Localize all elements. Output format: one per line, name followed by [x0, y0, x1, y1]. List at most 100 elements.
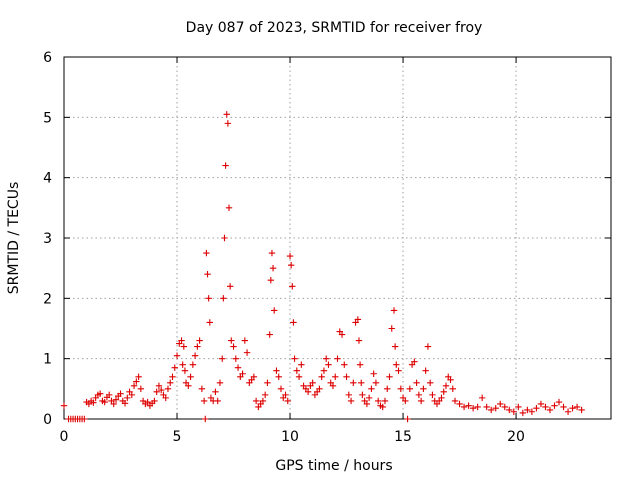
y-tick-label: 1 [43, 352, 52, 368]
data-point [128, 391, 136, 399]
data-point [277, 385, 285, 393]
x-tick-label: 5 [173, 429, 182, 445]
data-point [564, 408, 572, 415]
data-point [222, 162, 229, 169]
data-point [133, 378, 140, 385]
data-point [304, 388, 312, 396]
data-point [365, 394, 373, 402]
x-tick-label: 20 [507, 429, 525, 445]
data-point [510, 408, 518, 415]
data-point [286, 252, 294, 260]
x-tick-label: 10 [281, 429, 299, 445]
data-point [155, 382, 163, 390]
data-point [415, 391, 423, 399]
data-point [232, 355, 239, 362]
data-point [515, 403, 522, 411]
data-point [164, 385, 172, 393]
data-point [289, 283, 296, 290]
data-point [189, 361, 197, 368]
data-point [268, 249, 276, 257]
data-point [153, 388, 160, 396]
y-axis-label: SRMTID / TECUs [6, 182, 22, 295]
x-tick-label: 15 [394, 429, 412, 445]
data-point [216, 379, 224, 386]
data-point [420, 385, 427, 393]
data-point [560, 403, 567, 411]
data-point [429, 391, 436, 399]
data-point [135, 373, 142, 380]
data-point [474, 403, 481, 411]
grid [64, 57, 611, 419]
y-tick-label: 0 [43, 412, 52, 428]
data-point [230, 343, 237, 350]
data-point [137, 385, 145, 393]
data-point [397, 385, 404, 393]
data-point [449, 385, 456, 393]
data-point [187, 373, 194, 380]
data-point [460, 403, 468, 411]
data-point [332, 373, 339, 380]
data-point [417, 397, 425, 405]
data-point [162, 394, 169, 402]
data-point [214, 397, 221, 405]
data-point [239, 370, 246, 377]
data-point [96, 390, 104, 397]
data-point [203, 249, 210, 257]
data-point [110, 400, 117, 408]
data-point [202, 415, 209, 423]
data-point [191, 352, 199, 359]
data-point [451, 397, 459, 405]
data-point [374, 397, 382, 405]
data-point [334, 355, 341, 362]
data-points [60, 111, 585, 423]
data-point [224, 120, 232, 127]
data-point [386, 373, 393, 380]
data-point [81, 415, 88, 423]
data-point [219, 355, 226, 362]
data-point [112, 396, 120, 403]
data-point [298, 361, 305, 368]
data-point [173, 352, 181, 359]
data-point [322, 355, 330, 362]
data-point [524, 406, 531, 414]
data-point [252, 397, 260, 405]
data-point [228, 337, 235, 344]
data-point [395, 367, 402, 374]
data-point [519, 409, 527, 417]
data-point [290, 319, 297, 326]
data-point [179, 361, 186, 368]
chart-title: Day 087 of 2023, SRMTID for receiver fro… [186, 20, 483, 36]
data-point [501, 403, 508, 411]
data-point [275, 373, 282, 380]
data-point [497, 400, 504, 408]
data-point [225, 204, 233, 212]
data-point [370, 370, 377, 377]
data-point [393, 361, 400, 368]
x-axis-label: GPS time / hours [275, 458, 392, 474]
y-tick-label: 6 [43, 50, 52, 66]
data-point [180, 343, 187, 350]
data-point [234, 364, 242, 371]
data-point [413, 379, 420, 386]
data-point [320, 367, 328, 374]
data-point [341, 361, 348, 368]
data-point [368, 385, 375, 393]
data-point [354, 316, 362, 323]
data-point [372, 379, 380, 386]
data-point [261, 391, 269, 399]
data-point [551, 402, 558, 409]
data-point [90, 399, 97, 406]
data-point [282, 391, 289, 399]
data-point [381, 397, 389, 405]
y-tick-label: 3 [43, 231, 52, 247]
data-point [101, 398, 108, 406]
data-point [488, 406, 495, 414]
data-point [169, 373, 176, 380]
data-point [124, 394, 131, 402]
data-point [456, 400, 463, 408]
data-point [206, 319, 213, 326]
data-point [269, 264, 277, 272]
data-point [181, 367, 189, 374]
